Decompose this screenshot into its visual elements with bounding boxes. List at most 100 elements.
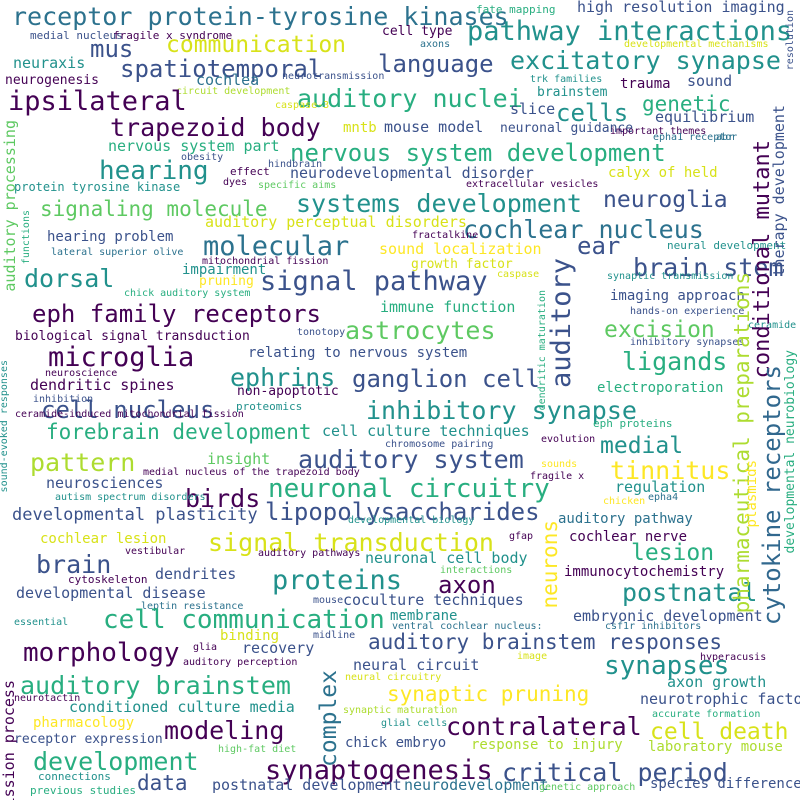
- word: circuit development: [176, 86, 291, 97]
- word: receptor protein-tyrosine kinases: [12, 2, 509, 31]
- word: synaptogenesis: [265, 755, 493, 786]
- word: signal pathway: [260, 266, 488, 297]
- word: synaptic pruning: [387, 682, 590, 706]
- word: chick embryo: [345, 735, 447, 751]
- word: abr: [716, 132, 735, 143]
- word: auditory nuclei: [297, 84, 523, 113]
- word: brain: [36, 550, 112, 579]
- word: development: [33, 747, 199, 776]
- word: cells: [556, 99, 629, 127]
- word: neurogenesis: [5, 73, 99, 88]
- word: sound-evoked responses: [0, 360, 10, 493]
- word: slice: [510, 100, 556, 118]
- word: midline: [313, 630, 356, 641]
- word: inhibitory synapse: [366, 396, 637, 425]
- word: birds: [185, 484, 261, 513]
- word: epha4: [648, 492, 679, 503]
- word: ceramide-induced mitochondrial fission: [15, 409, 244, 420]
- word: fractalkine: [412, 230, 479, 241]
- word: fragile x syndrome: [113, 29, 233, 42]
- word: fate mapping: [476, 3, 556, 16]
- word: pruning: [199, 274, 254, 289]
- word: neuraxis: [13, 54, 86, 72]
- word: critical period: [502, 758, 728, 787]
- word: glial cells: [381, 718, 448, 729]
- word: auditory: [546, 258, 577, 389]
- word: epha1 receptor: [653, 132, 738, 143]
- word: forebrain development: [46, 420, 312, 444]
- word: effect: [230, 165, 270, 178]
- word: dendritic spines: [30, 376, 175, 394]
- word: accurate formation: [652, 709, 761, 720]
- word: chicken: [603, 496, 646, 507]
- word: coculture techniques: [343, 591, 524, 609]
- word: brain stem: [633, 253, 784, 282]
- word: relating to nervous system: [248, 345, 468, 361]
- word: neuronal cell body: [365, 549, 528, 567]
- word: caspase: [497, 269, 540, 280]
- word: dyes: [223, 177, 248, 188]
- word: immunocytochemistry: [564, 564, 725, 580]
- word: non-apoptotic: [237, 384, 339, 399]
- word: recovery: [242, 639, 315, 657]
- word: cytoskeleton: [68, 573, 148, 586]
- word: developmental plasticity: [12, 505, 258, 525]
- word: embryonic development: [573, 607, 763, 625]
- word: autism spectrum disorders: [55, 492, 206, 503]
- word: ventral cochlear nucleus:: [392, 621, 543, 632]
- word: plasmids: [744, 460, 760, 528]
- word: axons: [420, 39, 451, 50]
- word: signal transduction: [208, 528, 494, 557]
- word: spatiotemporal: [120, 55, 323, 83]
- word: imaging approach: [610, 288, 745, 304]
- word: nervous system part: [108, 137, 280, 155]
- word: developmental disease: [16, 584, 206, 602]
- word: ligands: [622, 347, 728, 376]
- word: sound localization: [379, 240, 542, 258]
- word: auditory brainstem responses: [368, 630, 723, 654]
- word: image: [517, 651, 548, 662]
- word: mouse model: [384, 118, 484, 136]
- word: pharmacology: [33, 715, 135, 731]
- word: tinnitus: [610, 456, 731, 485]
- word: response to injury: [471, 737, 623, 753]
- word: ceramide: [748, 320, 797, 331]
- word: auditory brainstem: [20, 671, 291, 700]
- word: vestibular: [125, 546, 186, 557]
- word: electroporation: [597, 380, 724, 396]
- word: neuronal guidance: [500, 121, 634, 136]
- word: essential: [14, 617, 69, 628]
- word: postnatal development: [212, 776, 402, 794]
- word: neuronal circuitry: [268, 474, 550, 504]
- word: astrocytes: [345, 316, 496, 345]
- word: neurotactin: [14, 693, 81, 704]
- word: molecular: [203, 231, 350, 262]
- word: receptor expression: [14, 732, 163, 747]
- word: gfap: [509, 531, 534, 542]
- word: leptin resistance: [141, 601, 244, 612]
- word: contralateral: [446, 712, 642, 741]
- word: medial nucleus: [30, 29, 123, 42]
- word: developmental mechanisms: [624, 39, 769, 50]
- word: developmental neurobiology: [783, 350, 798, 554]
- word: neurosciences: [46, 474, 164, 492]
- word: high-fat diet: [218, 744, 297, 755]
- word: auditory perceptual disorders: [205, 213, 467, 231]
- word: cell death: [650, 719, 789, 745]
- word: membrane: [390, 608, 458, 624]
- word: proteins: [272, 565, 403, 596]
- word: laboratory mouse: [648, 739, 783, 755]
- word: mus: [90, 35, 134, 63]
- word: nervous system development: [290, 139, 666, 167]
- word: dendritic maturation: [537, 290, 548, 411]
- word: trapezoid body: [110, 113, 321, 142]
- word: conditioned culture media: [69, 698, 295, 716]
- word: medial: [600, 433, 684, 459]
- word: genetic approach: [539, 782, 636, 793]
- word: obesity: [181, 152, 224, 163]
- word: pattern: [30, 448, 136, 477]
- word: dendrites: [155, 565, 237, 583]
- word: ear: [577, 232, 621, 260]
- word: chromosome pairing: [385, 439, 494, 450]
